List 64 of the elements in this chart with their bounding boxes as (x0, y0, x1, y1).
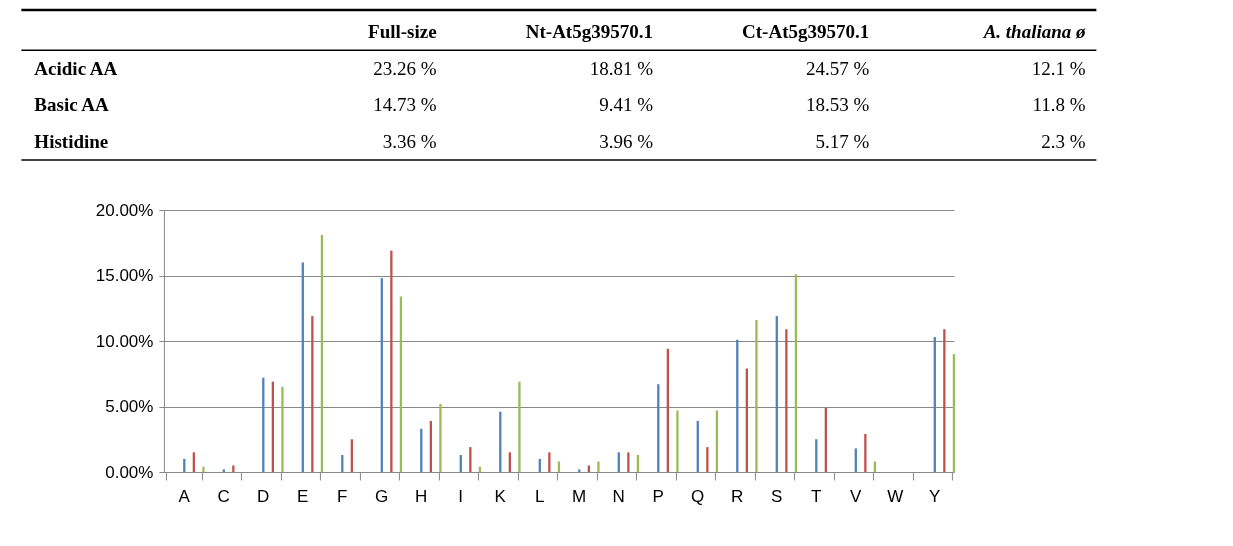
text: 12.1 % (1031, 57, 1086, 79)
bar (587, 465, 590, 472)
category-label: Acidic AA (34, 57, 118, 79)
text: 18.81 % (589, 57, 653, 79)
bar (518, 381, 521, 472)
text: 11.8 % (1032, 94, 1086, 116)
bar (439, 403, 442, 472)
bar (676, 410, 679, 472)
x-tick-label: T (810, 486, 822, 506)
bar (706, 447, 709, 472)
x-tick-label: G (375, 486, 389, 506)
x-tick-label: I (458, 486, 464, 506)
bar (232, 465, 235, 472)
y-tick-label: 0.00% (105, 462, 154, 482)
x-tick-label: L (534, 486, 545, 506)
bar (785, 329, 788, 472)
x-tick-label: E (297, 486, 309, 506)
y-tick-label: 5.00% (105, 397, 154, 416)
category-label: Ct-At5g39570.1 (742, 20, 870, 42)
text: 9.41 % (599, 94, 653, 116)
x-tick-label: S (771, 486, 783, 506)
x-tick-label: M (572, 486, 587, 506)
bar (864, 434, 867, 472)
category-label: Basic AA (34, 94, 109, 116)
x-tick-label: Y (929, 486, 941, 506)
y-tick-label: 15.00% (95, 266, 154, 285)
text: 14.73 % (373, 94, 437, 116)
bar (390, 250, 393, 472)
x-tick-label: P (652, 486, 664, 506)
bar (469, 447, 472, 472)
text: 2.3 % (1041, 130, 1086, 152)
x-tick-label: R (731, 486, 744, 506)
x-tick-label: Q (691, 486, 705, 506)
category-label: Nt-At5g39570.1 (525, 20, 653, 42)
category-label: Full-size (368, 20, 437, 42)
x-tick-label: A (178, 486, 191, 506)
bar (943, 329, 946, 472)
bar (755, 320, 758, 472)
text: 3.36 % (382, 130, 437, 152)
x-tick-label: H (415, 486, 428, 506)
y-tick-label: 10.00% (95, 331, 154, 351)
x-tick-label: N (612, 486, 625, 506)
text: 18.53 % (805, 94, 870, 116)
x-tick-label: V (850, 486, 863, 506)
text: 23.26 % (373, 57, 437, 79)
bar (222, 469, 225, 472)
category-label: A. thaliana ø (982, 20, 1087, 42)
x-tick-label: D (257, 486, 270, 506)
x-tick-label: W (887, 486, 904, 506)
x-tick-label: F (336, 486, 348, 506)
bar (202, 466, 205, 472)
text: 3.96 % (599, 130, 653, 152)
bar (281, 386, 284, 472)
x-tick-label: K (494, 486, 507, 506)
y-tick-label: 20.00% (95, 200, 154, 220)
text: 24.57 % (805, 57, 870, 79)
text: 5.17 % (815, 130, 870, 152)
bar (578, 469, 581, 472)
x-tick-label: C (217, 486, 230, 506)
bar (597, 461, 600, 472)
bar (627, 452, 630, 472)
category-label: Histidine (34, 130, 109, 152)
bar (548, 452, 551, 472)
bar (311, 316, 314, 472)
